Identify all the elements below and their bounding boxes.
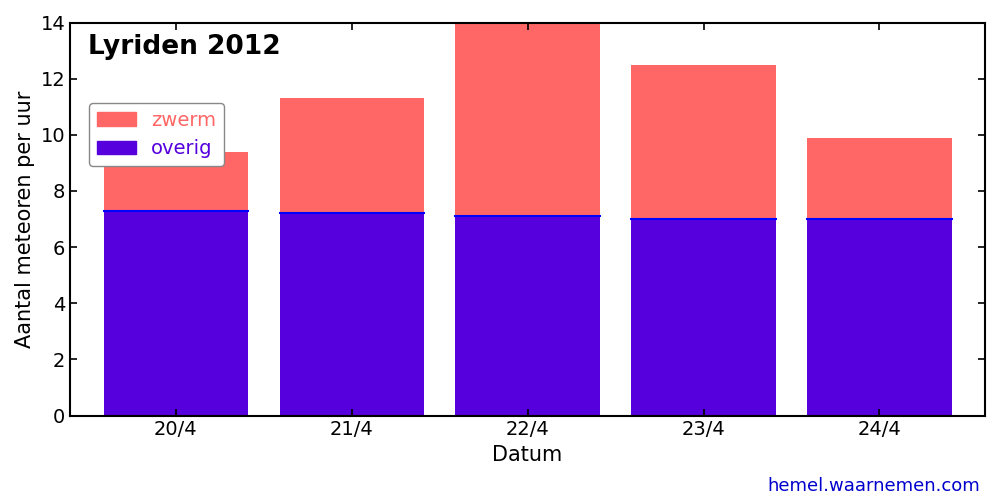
Bar [280,98,424,214]
Bar [280,214,424,416]
Text: Lyriden 2012: Lyriden 2012 [88,34,281,60]
Bar [455,20,600,216]
Text: hemel.waarnemen.com: hemel.waarnemen.com [767,477,980,495]
Y-axis label: Aantal meteoren per uur: Aantal meteoren per uur [15,90,35,348]
Bar [631,219,776,416]
X-axis label: Datum: Datum [492,445,563,465]
Bar [104,210,248,416]
Bar [631,64,776,219]
Bar [807,138,952,219]
Bar [455,216,600,416]
Bar [104,152,248,210]
Bar [807,219,952,416]
Legend: zwerm, overig: zwerm, overig [89,103,224,166]
